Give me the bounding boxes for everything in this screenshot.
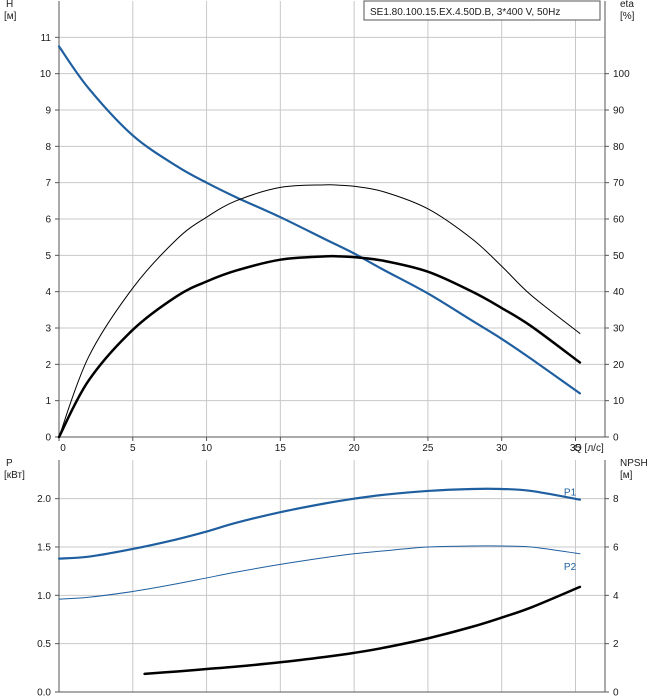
series-line-1-2 (58, 184, 581, 438)
y-left-tick-label: 5 (45, 251, 51, 262)
series-line-2-3 (143, 585, 582, 676)
y-right-axis-title: NPSH (620, 458, 648, 469)
y-right-tick-label: 60 (613, 215, 625, 226)
y-left-axis-title: P (6, 458, 13, 469)
y-left-axis-unit: [кВт] (4, 470, 25, 481)
y-right-tick-label: 0 (613, 433, 619, 444)
y-right-axis-title: eta (620, 0, 634, 10)
y-left-tick-label: 3 (45, 324, 51, 335)
y-left-tick-label: 2 (45, 360, 51, 371)
y-right-axis-unit: [%] (620, 11, 635, 22)
y-left-tick-label: 11 (41, 33, 52, 44)
y-left-tick-label: 0.0 (37, 688, 51, 699)
y-left-tick-label: 1 (45, 396, 51, 407)
panel-1: 012345678910110102030405060708090100H[м]… (4, 0, 635, 454)
y-left-tick-label: 6 (45, 215, 51, 226)
y-right-tick-label: 2 (613, 639, 619, 650)
legend-text: SE1.80.100.15.EX.4.50D.B, 3*400 V, 50Hz (370, 7, 560, 18)
y-right-tick-label: 8 (613, 494, 619, 505)
x-tick-label: 0 (60, 443, 66, 454)
y-right-axis-unit: [м] (620, 470, 633, 481)
series-label-p2: P2 (564, 562, 577, 573)
legend-box (363, 0, 601, 21)
y-left-tick-label: 2.0 (37, 494, 51, 505)
x-tick-label: 25 (422, 443, 434, 454)
y-right-tick-label: 20 (613, 360, 625, 371)
y-left-tick-label: 9 (45, 106, 51, 117)
y-right-tick-label: 6 (613, 543, 619, 554)
x-tick-label: 30 (496, 443, 508, 454)
series-line-p2 (58, 545, 581, 600)
series-label-p1: P1 (564, 488, 577, 499)
y-right-tick-label: 10 (613, 396, 625, 407)
series-line-1-1 (57, 45, 582, 395)
series-line-1-3 (57, 254, 582, 439)
x-tick-label: 35 (570, 443, 582, 454)
y-left-tick-label: 10 (40, 69, 52, 80)
y-right-tick-label: 100 (613, 69, 630, 80)
y-left-tick-label: 0.5 (37, 639, 51, 650)
series-line-p1 (57, 487, 582, 560)
y-left-axis-title: H (6, 0, 13, 10)
y-right-tick-label: 70 (613, 178, 625, 189)
y-right-tick-label: 4 (613, 591, 619, 602)
x-tick-label: 5 (130, 443, 136, 454)
y-right-tick-label: 40 (613, 287, 625, 298)
y-right-tick-label: 80 (613, 142, 625, 153)
x-axis-title: Q [л/с] (574, 443, 604, 454)
y-left-tick-label: 4 (45, 287, 51, 298)
y-left-tick-label: 7 (45, 178, 51, 189)
y-left-tick-label: 8 (45, 142, 51, 153)
x-tick-label: 15 (275, 443, 287, 454)
y-left-tick-label: 0 (45, 433, 51, 444)
y-left-axis-unit: [м] (4, 11, 17, 22)
x-tick-label: 20 (349, 443, 361, 454)
y-left-tick-label: 1.0 (37, 591, 51, 602)
y-right-tick-label: 30 (613, 324, 625, 335)
panel-2: 0.0 0.5 1.0 1.5 2.0 0 2 4 6 8 P[кВт] NPSH[м] P1 P2 (4, 458, 648, 699)
y-left-tick-label: 1.5 (37, 543, 51, 554)
x-tick-label: 10 (201, 443, 213, 454)
y-right-tick-label: 90 (613, 106, 625, 117)
y-right-tick-label: 0 (613, 688, 619, 699)
y-right-tick-label: 50 (613, 251, 625, 262)
